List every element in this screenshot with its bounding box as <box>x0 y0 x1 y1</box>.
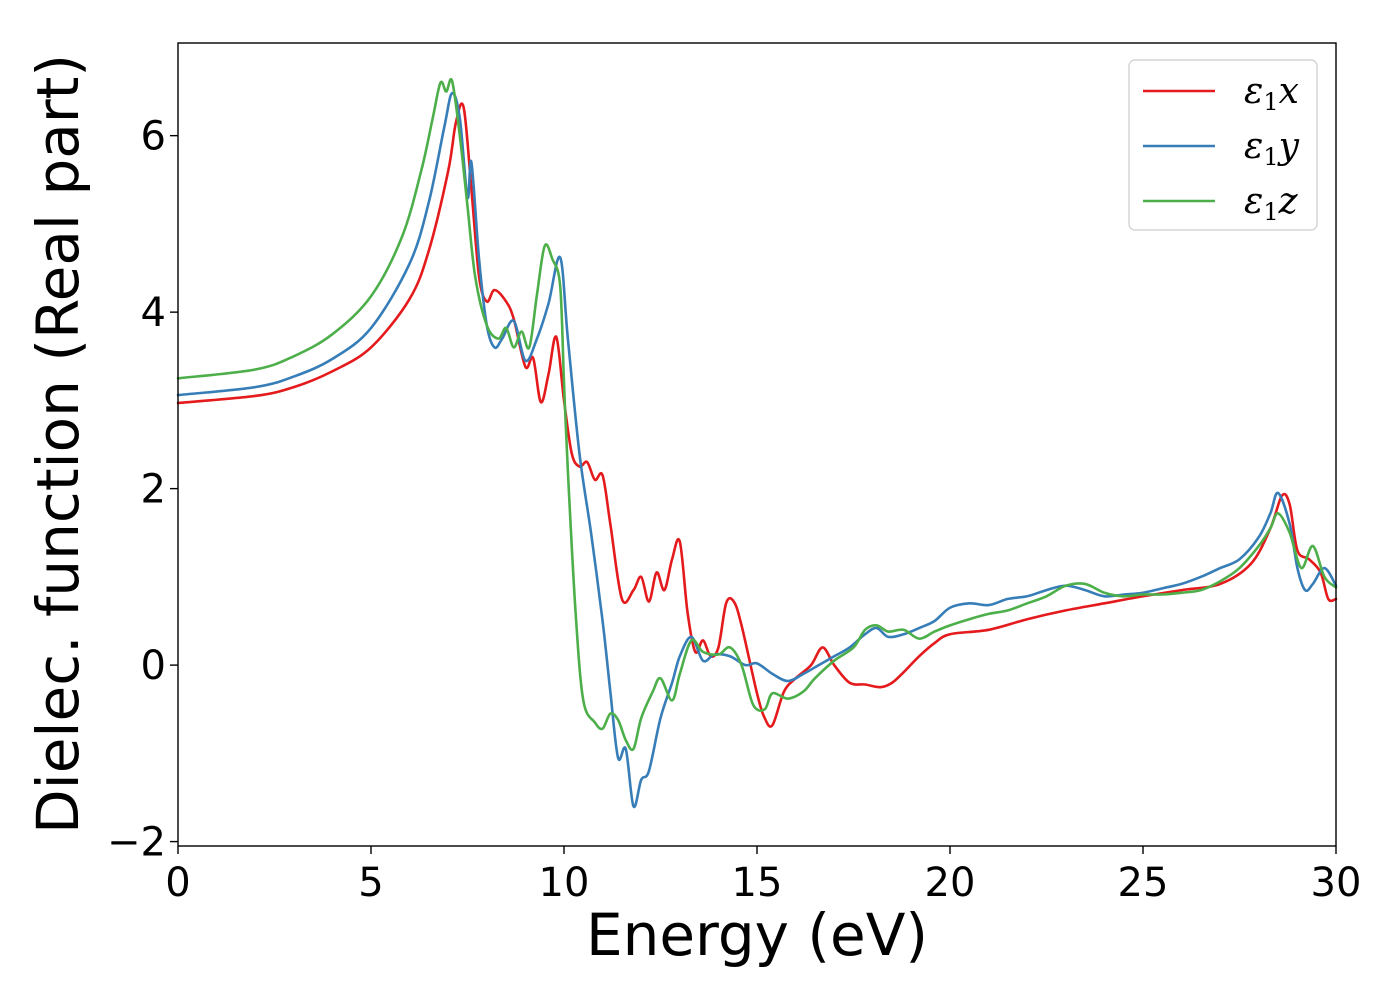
x-tick-label: 30 <box>1311 860 1362 906</box>
x-axis: 0 5 10 15 20 25 30 <box>165 846 1361 906</box>
y-axis-label: Dielec. function (Real part) <box>24 54 92 834</box>
y-tick-label: −2 <box>107 820 166 866</box>
plot-lines <box>176 77 1338 809</box>
x-axis-label: Energy (eV) <box>586 901 928 969</box>
legend-items: ε1x ε1y ε1z <box>1143 71 1300 226</box>
series-line-3 <box>176 77 1338 752</box>
y-axis: −2 0 2 4 6 <box>107 114 178 866</box>
y-tick-label: 4 <box>141 290 166 336</box>
x-tick-label: 20 <box>925 860 976 906</box>
series-line-1 <box>176 102 1338 728</box>
legend: ε1x ε1y ε1z <box>1128 59 1318 231</box>
y-tick-label: 6 <box>141 114 166 160</box>
y-tick-label: 0 <box>141 643 166 689</box>
y-tick-label: 2 <box>141 467 166 513</box>
x-tick-label: 10 <box>539 860 590 906</box>
x-tick-label: 25 <box>1118 860 1169 906</box>
x-tick-label: 0 <box>165 860 190 906</box>
legend-frame <box>1128 59 1318 231</box>
series-line-2 <box>176 91 1338 809</box>
legend-label: ε1z <box>1244 181 1299 226</box>
x-tick-label: 5 <box>358 860 383 906</box>
x-tick-label: 15 <box>732 860 783 906</box>
legend-label: ε1x <box>1244 71 1299 116</box>
legend-label: ε1y <box>1244 126 1300 171</box>
